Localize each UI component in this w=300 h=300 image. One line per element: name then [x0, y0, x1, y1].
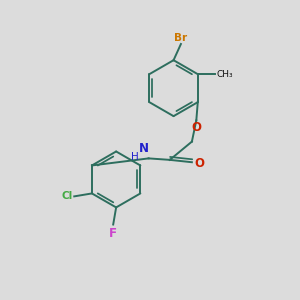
- Text: Cl: Cl: [61, 191, 73, 201]
- Text: CH₃: CH₃: [217, 70, 233, 79]
- Text: F: F: [109, 226, 117, 240]
- Text: O: O: [194, 157, 204, 170]
- Text: H: H: [131, 152, 139, 162]
- Text: N: N: [139, 142, 149, 155]
- Text: Br: Br: [174, 32, 188, 43]
- Text: O: O: [191, 121, 201, 134]
